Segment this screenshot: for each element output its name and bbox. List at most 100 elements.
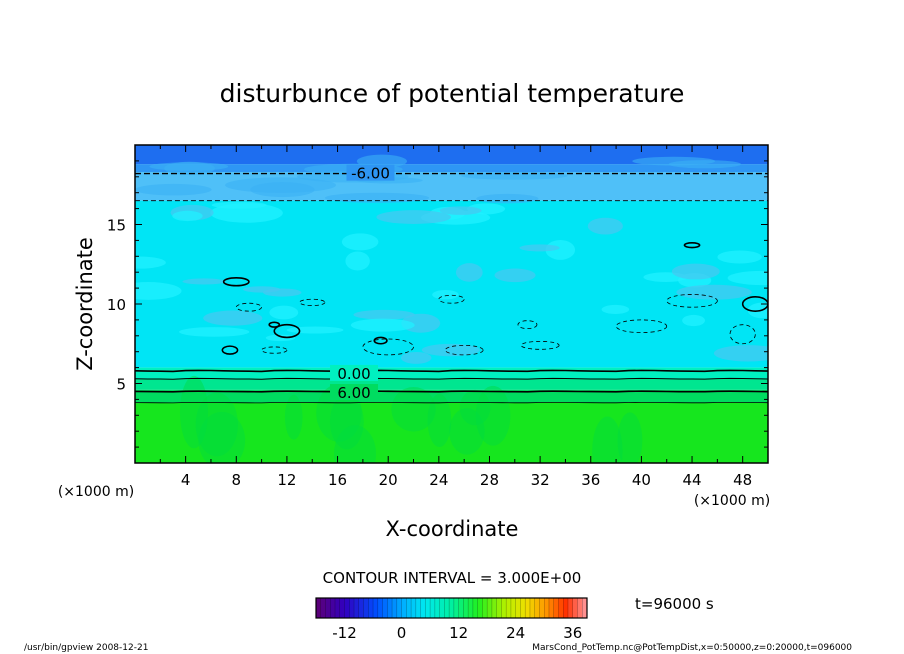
field-patch <box>432 290 459 300</box>
field-patch <box>400 351 432 364</box>
field-patch <box>449 408 485 455</box>
field-layer-7 <box>135 402 768 463</box>
colorbar-cell <box>548 598 555 618</box>
colorbar-cell <box>377 598 383 618</box>
colorbar-cell <box>382 598 388 618</box>
contour-loop <box>615 319 668 334</box>
colorbar-cell <box>510 598 516 618</box>
field-patch <box>329 394 364 450</box>
colorbar-cell <box>349 598 355 618</box>
colorbar-cell <box>363 598 369 618</box>
contour-loop <box>729 324 756 345</box>
colorbar-cell <box>529 598 536 618</box>
field-layer-0 <box>135 145 768 165</box>
colorbar-cell <box>491 598 497 618</box>
colorbar-cell <box>558 598 564 618</box>
colorbar-cell <box>534 598 540 618</box>
colorbar-cell <box>468 598 474 618</box>
colorbar-cell <box>354 598 360 618</box>
contour-loop <box>221 345 239 355</box>
field-patch <box>682 314 706 327</box>
colorbar-cell <box>520 598 526 618</box>
field-patch <box>284 394 303 440</box>
colorbar-cell <box>358 598 364 618</box>
colorbar-cell <box>344 598 350 618</box>
contour-loop <box>444 344 484 356</box>
x-axis-title: X-coordinate <box>386 517 519 541</box>
colorbar-cell <box>544 598 550 618</box>
z-tick-label: 15 <box>107 217 126 235</box>
colorbar-cell <box>425 598 431 618</box>
contour-loop <box>268 321 281 328</box>
colorbar-cell <box>525 598 531 618</box>
colorbar-cell <box>563 598 569 618</box>
contour-loop <box>222 276 250 287</box>
colorbar-cell <box>472 598 478 618</box>
field-patch <box>195 392 239 457</box>
colorbar-cell <box>453 598 459 618</box>
contour-loop <box>373 336 388 345</box>
z-axis-title: Z-coordinate <box>73 237 97 371</box>
colorbar-cell <box>411 598 417 618</box>
contour-loop <box>235 302 262 312</box>
field-patch <box>476 193 539 204</box>
colorbar-tick-label: 36 <box>563 624 582 642</box>
field-patch <box>439 206 482 215</box>
z-tick-label: 10 <box>107 296 126 314</box>
field-patch <box>341 233 379 251</box>
x-tick-label: 40 <box>632 471 651 489</box>
colorbar-cell <box>373 598 379 618</box>
colorbar-cell <box>553 598 559 618</box>
colorbar-ticks: -12 0 12 24 36 <box>332 624 582 642</box>
x-tick-label: 32 <box>531 471 550 489</box>
colorbar-cell <box>316 598 322 618</box>
colorbar-cell <box>582 598 588 618</box>
field-patch <box>135 183 212 196</box>
colorbar-cell <box>406 598 412 618</box>
contour-label-bg <box>346 164 395 181</box>
colorbar-cell <box>567 598 574 618</box>
colorbar-cell <box>487 598 493 618</box>
colorbar-cell <box>320 598 326 618</box>
x-unit-label-left: (×1000 m) <box>58 484 134 500</box>
colorbar-cell <box>368 598 374 618</box>
colorbar-cell <box>325 598 331 618</box>
field-patch <box>676 284 752 300</box>
contour-zero <box>135 369 768 373</box>
colorbar-cell <box>434 598 440 618</box>
x-tick-label: 28 <box>480 471 499 489</box>
colorbar-cell <box>396 598 402 618</box>
field-patch <box>286 326 344 334</box>
field-patch <box>225 177 337 193</box>
colorbar-cell <box>539 598 545 618</box>
field-patch <box>455 263 483 282</box>
field-patch <box>172 210 203 222</box>
colorbar-cell <box>482 598 488 618</box>
colorbar-tick-label: 0 <box>397 624 407 642</box>
x-tick-label: 48 <box>733 471 752 489</box>
field-patch <box>324 192 430 203</box>
field-patch <box>519 244 560 252</box>
shaded-field <box>135 145 768 463</box>
field-patch <box>353 309 415 320</box>
field-patch <box>179 375 209 449</box>
contour-loop <box>438 294 465 304</box>
colorbar-cell <box>401 598 407 618</box>
field-patch <box>350 318 415 332</box>
colorbar-cell <box>430 598 436 618</box>
colorbar-cell <box>444 598 450 618</box>
contour-loop <box>517 320 538 330</box>
plot-area: -6.00 0.006.00 <box>134 144 769 464</box>
z-axis: 5 10 15 <box>107 160 768 448</box>
colorbar-cell <box>463 598 469 618</box>
field-patch <box>135 256 166 269</box>
field-patch <box>198 411 246 463</box>
footer-program: /usr/bin/gpview 2008-12-21 <box>24 643 148 653</box>
field-patch <box>475 385 511 446</box>
contour-9 <box>135 401 768 404</box>
field-layer-6 <box>135 389 768 403</box>
colorbar-tick-label: 12 <box>449 624 468 642</box>
contour-loop <box>261 346 288 354</box>
colorbar-tick-label: -12 <box>332 624 357 642</box>
